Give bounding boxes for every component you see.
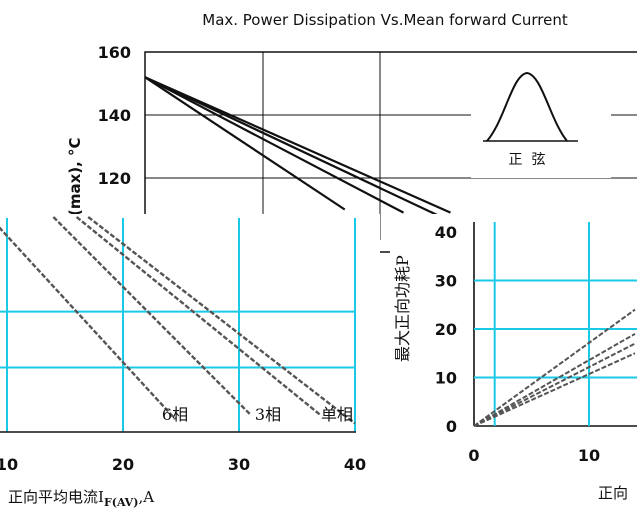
annotation-single-phase: 单相 xyxy=(321,405,353,424)
left-chart-x-axis-label: 正向平均电流IF(AV),A xyxy=(8,488,154,509)
x-axis-label-subscript: F(AV) xyxy=(104,496,139,509)
right-chart-series xyxy=(473,308,636,427)
left-x-tick-20: 20 xyxy=(112,455,134,474)
right-chart-background xyxy=(390,214,637,513)
right-y-tick-20: 20 xyxy=(435,320,457,339)
right-series-line-3 xyxy=(473,352,636,427)
right-chart-y-ticks: 0 10 20 30 40 xyxy=(435,223,457,436)
left-series-line-1 xyxy=(52,216,252,416)
left-chart: 6相 3相 单相 10 20 30 40 正向平均电流IF(AV),A xyxy=(0,214,380,509)
left-x-tick-10: 10 xyxy=(0,455,18,474)
right-chart: 0 10 20 30 40 0 10 最大正向功耗P 正向 xyxy=(390,214,637,513)
right-x-tick-0: 0 xyxy=(468,446,479,465)
top-chart-y-axis-label: (max), °C xyxy=(66,137,84,216)
sine-inset-background xyxy=(471,60,611,178)
left-chart-x-ticks: 10 20 30 40 xyxy=(0,455,366,474)
left-series-line-2 xyxy=(75,216,321,416)
top-y-tick-120: 120 xyxy=(98,169,131,188)
left-x-tick-40: 40 xyxy=(344,455,366,474)
right-y-tick-10: 10 xyxy=(435,369,457,388)
top-chart-series xyxy=(144,76,451,217)
right-series-line-1 xyxy=(473,332,636,427)
left-chart-background xyxy=(0,214,380,436)
top-chart-title: Max. Power Dissipation Vs.Mean forward C… xyxy=(202,11,568,29)
sine-half-wave-icon xyxy=(486,71,568,142)
right-y-tick-0: 0 xyxy=(446,417,457,436)
annotation-6-phase: 6相 xyxy=(162,405,188,424)
right-y-tick-40: 40 xyxy=(435,223,457,242)
right-series-line-2 xyxy=(473,342,636,427)
top-y-tick-140: 140 xyxy=(98,106,131,125)
annotation-3-phase: 3相 xyxy=(255,405,281,424)
left-series-line-0 xyxy=(0,226,177,420)
right-y-tick-30: 30 xyxy=(435,272,457,291)
top-y-tick-160: 160 xyxy=(98,43,131,62)
top-series-line-0 xyxy=(144,76,346,211)
top-chart: Max. Power Dissipation Vs.Mean forward C… xyxy=(66,11,637,253)
left-chart-grid xyxy=(0,218,356,433)
top-series-line-3 xyxy=(144,76,451,214)
top-series-line-2 xyxy=(144,76,440,217)
right-chart-grid xyxy=(473,222,637,427)
top-chart-y-ticks: 120 140 160 xyxy=(98,43,131,188)
right-chart-y-axis-label: 最大正向功耗P xyxy=(393,255,412,362)
left-chart-series xyxy=(0,216,356,425)
right-chart-x-axis-label: 正向 xyxy=(598,484,628,502)
sine-inset: 正 弦 xyxy=(471,60,611,178)
left-series-line-3 xyxy=(87,216,356,425)
x-axis-label-main: 正向平均电流I xyxy=(8,488,104,506)
right-chart-x-ticks: 0 10 xyxy=(468,446,600,465)
top-series-line-1 xyxy=(144,76,405,214)
sine-inset-label: 正 弦 xyxy=(509,152,546,168)
right-x-tick-10: 10 xyxy=(578,446,600,465)
x-axis-label-unit: ,A xyxy=(138,488,154,506)
left-x-tick-30: 30 xyxy=(228,455,250,474)
right-series-line-0 xyxy=(473,308,636,427)
